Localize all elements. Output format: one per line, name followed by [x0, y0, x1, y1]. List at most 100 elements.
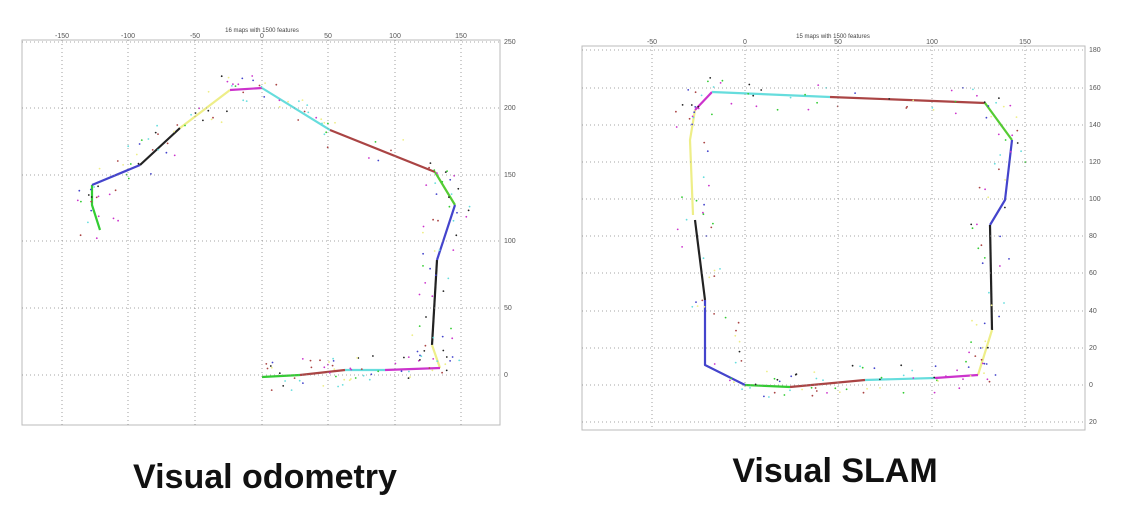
- feature-point: [711, 113, 713, 116]
- feature-point: [449, 178, 452, 181]
- feature-point: [954, 112, 957, 115]
- feature-point: [776, 108, 779, 111]
- feature-point: [713, 363, 716, 365]
- feature-point: [681, 246, 683, 248]
- feature-point: [226, 110, 228, 113]
- feature-point: [702, 211, 704, 214]
- y-tick-label: 140: [1089, 122, 1101, 129]
- feature-point: [702, 176, 705, 179]
- feature-point: [987, 105, 990, 107]
- feature-point: [999, 265, 1001, 267]
- feature-point: [1002, 105, 1005, 108]
- feature-point: [394, 362, 397, 365]
- feature-point: [241, 77, 244, 80]
- feature-point: [879, 387, 881, 389]
- feature-point: [334, 121, 336, 124]
- feature-point: [1016, 129, 1019, 132]
- feature-point: [968, 351, 970, 354]
- trajectory-segment: [430, 259, 439, 346]
- feature-point: [409, 376, 411, 378]
- plot-title: 15 maps with 1500 features: [796, 34, 870, 40]
- feature-point: [432, 358, 435, 360]
- feature-point: [147, 138, 150, 140]
- feature-point: [976, 223, 978, 226]
- feature-point: [242, 99, 245, 102]
- feature-point: [458, 359, 461, 362]
- feature-point: [327, 122, 329, 125]
- feature-point: [425, 316, 427, 318]
- feature-point: [444, 171, 447, 174]
- feature-point: [451, 337, 454, 340]
- feature-point: [309, 359, 312, 362]
- trajectories: [76, 75, 1027, 398]
- feature-point: [442, 290, 445, 292]
- feature-point: [1008, 258, 1010, 260]
- feature-point: [97, 185, 99, 188]
- feature-point: [157, 133, 159, 136]
- feature-point: [290, 389, 293, 391]
- y-tick-label: 0: [1089, 382, 1093, 389]
- feature-point: [971, 319, 973, 322]
- feature-point: [302, 382, 304, 384]
- feature-point: [78, 189, 81, 192]
- feature-point: [416, 350, 419, 353]
- feature-point: [76, 199, 79, 202]
- feature-point: [156, 124, 159, 127]
- feature-point: [1016, 142, 1019, 144]
- trajectory-segment: [744, 383, 791, 389]
- feature-point: [712, 86, 715, 88]
- feature-point: [811, 394, 814, 397]
- feature-point: [987, 346, 989, 349]
- x-tick-label: 50: [324, 33, 332, 40]
- feature-point: [450, 193, 453, 196]
- feature-point: [425, 184, 428, 187]
- feature-point: [245, 100, 248, 102]
- feature-point: [444, 363, 447, 366]
- feature-point: [441, 180, 444, 183]
- feature-point: [210, 118, 213, 121]
- feature-point: [442, 349, 445, 352]
- feature-point: [977, 247, 980, 250]
- feature-point: [766, 370, 768, 373]
- y-tick-label: 50: [504, 305, 512, 312]
- feature-point: [452, 249, 455, 252]
- feature-point: [1009, 150, 1012, 153]
- feature-point: [112, 217, 115, 220]
- feature-point: [1015, 116, 1018, 118]
- feature-point: [983, 362, 986, 365]
- feature-point: [400, 370, 403, 373]
- feature-point: [970, 341, 972, 343]
- feature-point: [675, 126, 678, 128]
- feature-point: [441, 371, 443, 374]
- feature-point: [424, 282, 427, 284]
- feature-point: [815, 377, 818, 380]
- feature-point: [768, 396, 770, 398]
- feature-point: [451, 356, 454, 358]
- feature-point: [87, 221, 89, 224]
- feature-point: [325, 131, 328, 134]
- feature-point: [422, 231, 424, 234]
- feature-point: [165, 151, 168, 154]
- y-tick-label: 40: [1089, 308, 1097, 315]
- feature-point: [676, 228, 679, 231]
- feature-point: [328, 372, 331, 374]
- feature-point: [981, 262, 984, 265]
- feature-point: [362, 374, 365, 377]
- trajectory-segment: [179, 89, 231, 129]
- feature-point: [424, 344, 427, 347]
- feature-point: [301, 358, 304, 360]
- trajectory-segment: [688, 109, 697, 216]
- feature-point: [691, 115, 694, 118]
- feature-point: [79, 234, 82, 237]
- feature-point: [252, 79, 255, 82]
- trajectory-segment: [711, 90, 831, 99]
- trajectory-segment: [984, 102, 1013, 141]
- feature-point: [983, 322, 986, 325]
- y-tick-label: 80: [1089, 233, 1097, 240]
- feature-point: [287, 100, 289, 103]
- feature-point: [965, 360, 967, 363]
- feature-point: [933, 376, 936, 379]
- feature-point: [307, 111, 310, 114]
- feature-point: [284, 380, 286, 382]
